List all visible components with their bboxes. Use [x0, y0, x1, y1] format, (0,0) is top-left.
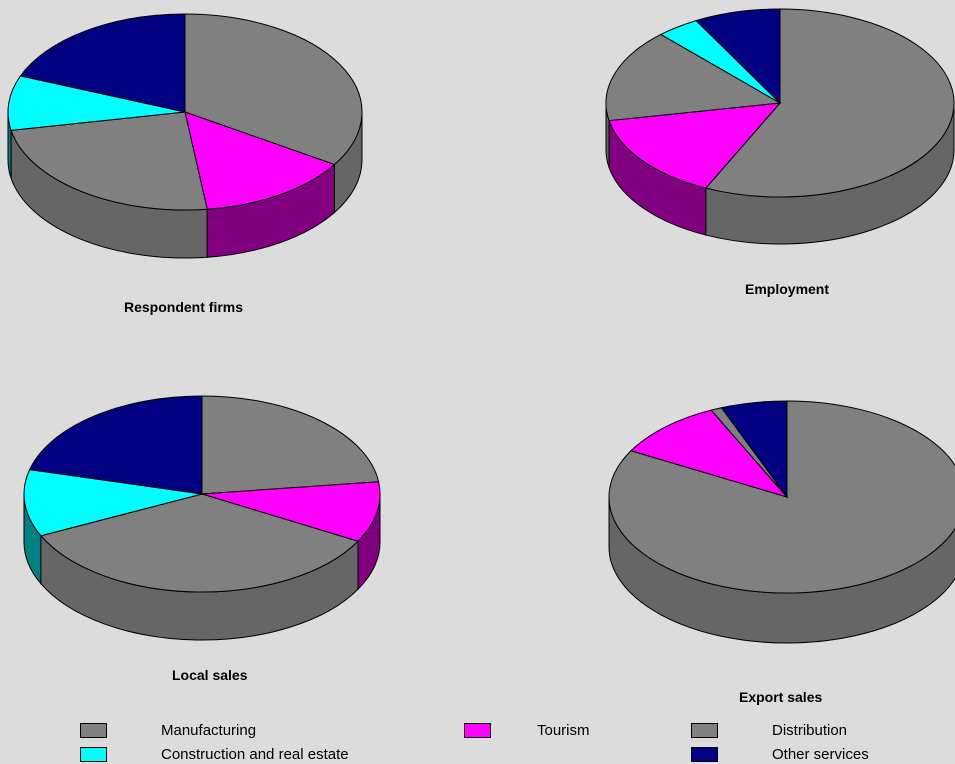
pie-slice-manufacturing	[201, 395, 380, 495]
pie-slice-tourism	[201, 481, 381, 542]
pie-slice-construction	[7, 75, 186, 131]
pie-slice-manufacturing	[184, 13, 363, 166]
pie-chart-respondent-firms	[7, 13, 363, 259]
pie-slice-tourism	[630, 409, 789, 498]
pie-slice-distribution	[40, 493, 359, 593]
pie-slice-tourism	[184, 111, 336, 210]
pie-chart-local-sales	[23, 395, 381, 641]
pie-slice-other-services	[28, 395, 203, 495]
chart-title-employment: Employment	[745, 281, 830, 297]
pie-slice-other-services	[695, 8, 781, 105]
pie-slice-distribution	[10, 111, 208, 211]
pie-chart-export-sales	[608, 400, 955, 644]
chart-title-export-sales: Export sales	[739, 689, 823, 705]
pie-slice-manufacturing	[608, 400, 955, 594]
chart-title-local-sales: Local sales	[172, 667, 248, 683]
pie-slice-other-services	[19, 13, 186, 113]
pie-slice-construction	[23, 469, 203, 537]
pie-chart-employment	[605, 8, 955, 245]
pie-slice-other-services	[720, 400, 788, 499]
pie-slice-manufacturing	[705, 8, 955, 198]
pie-slice-distribution	[605, 33, 782, 122]
pie-slice-tourism	[608, 102, 782, 189]
chart-title-respondent-firms: Respondent firms	[124, 299, 244, 315]
